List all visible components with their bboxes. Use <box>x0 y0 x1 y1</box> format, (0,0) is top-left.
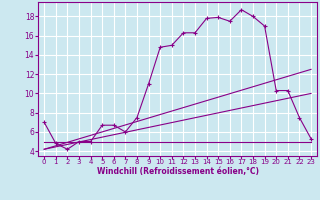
X-axis label: Windchill (Refroidissement éolien,°C): Windchill (Refroidissement éolien,°C) <box>97 167 259 176</box>
